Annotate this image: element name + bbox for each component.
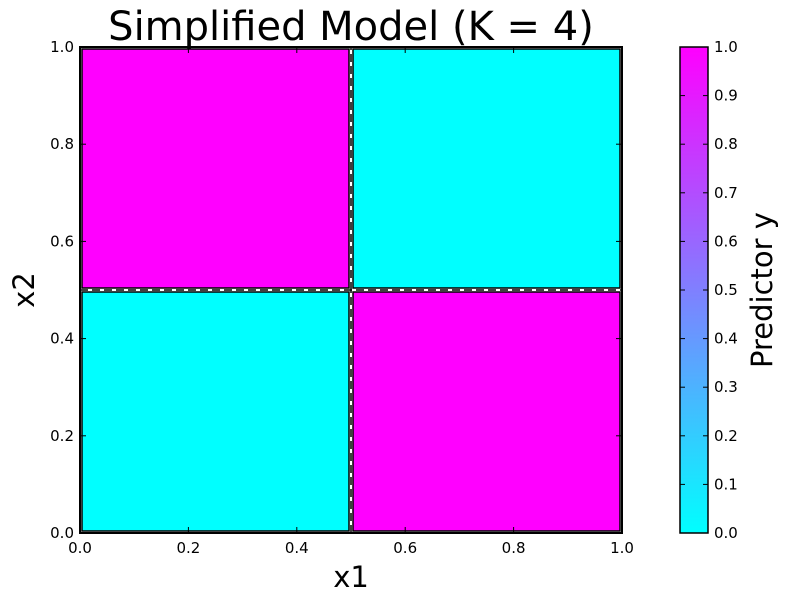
region-1 bbox=[352, 48, 621, 289]
x-axis: 0.0 0.2 0.4 0.6 0.8 1.0 bbox=[68, 47, 634, 557]
colorbar-tick-label: 0.6 bbox=[714, 232, 738, 250]
colorbar-ticks: 0.0 0.1 0.2 0.3 0.4 0.5 0.6 0.7 0.8 0.9 1.0 bbox=[680, 38, 738, 542]
chart-title: Simplified Model (K = 4) bbox=[108, 4, 594, 50]
y-tick-label: 0.6 bbox=[50, 232, 74, 250]
plot-frame bbox=[79, 46, 623, 534]
colorbar-tick-label: 0.5 bbox=[714, 281, 738, 299]
colorbar-tick-label: 0.1 bbox=[714, 475, 738, 493]
colorbar-label: Predictor y bbox=[745, 212, 779, 368]
colorbar-tick-label: 0.3 bbox=[714, 378, 738, 396]
regions bbox=[81, 48, 621, 532]
colorbar-tick-label: 0.2 bbox=[714, 427, 738, 445]
y-tick-label: 0.0 bbox=[50, 524, 74, 542]
region-3 bbox=[352, 291, 621, 532]
x-tick-label: 0.6 bbox=[393, 539, 417, 557]
colorbar-tick-label: 0.9 bbox=[714, 87, 738, 105]
x-tick-label: 0.4 bbox=[285, 539, 309, 557]
split-lines bbox=[80, 47, 622, 533]
y-axis: 0.0 0.2 0.4 0.6 0.8 1.0 bbox=[50, 38, 622, 542]
x-tick-label: 0.0 bbox=[68, 539, 92, 557]
colorbar-tick-label: 0.0 bbox=[714, 524, 738, 542]
y-axis-label: x2 bbox=[7, 272, 41, 308]
colorbar-tick-label: 0.4 bbox=[714, 330, 738, 348]
x-tick-label: 0.2 bbox=[176, 539, 200, 557]
colorbar-tick-label: 1.0 bbox=[714, 38, 738, 56]
region-0 bbox=[81, 48, 350, 289]
y-tick-label: 0.2 bbox=[50, 427, 74, 445]
x-tick-label: 0.8 bbox=[502, 539, 526, 557]
colorbar-tick-label: 0.7 bbox=[714, 184, 738, 202]
y-tick-label: 0.4 bbox=[50, 330, 74, 348]
x-axis-label: x1 bbox=[333, 560, 369, 594]
x-tick-label: 1.0 bbox=[610, 539, 634, 557]
region-2 bbox=[81, 291, 350, 532]
y-tick-label: 1.0 bbox=[50, 38, 74, 56]
y-tick-label: 0.8 bbox=[50, 135, 74, 153]
colorbar-tick-label: 0.8 bbox=[714, 135, 738, 153]
